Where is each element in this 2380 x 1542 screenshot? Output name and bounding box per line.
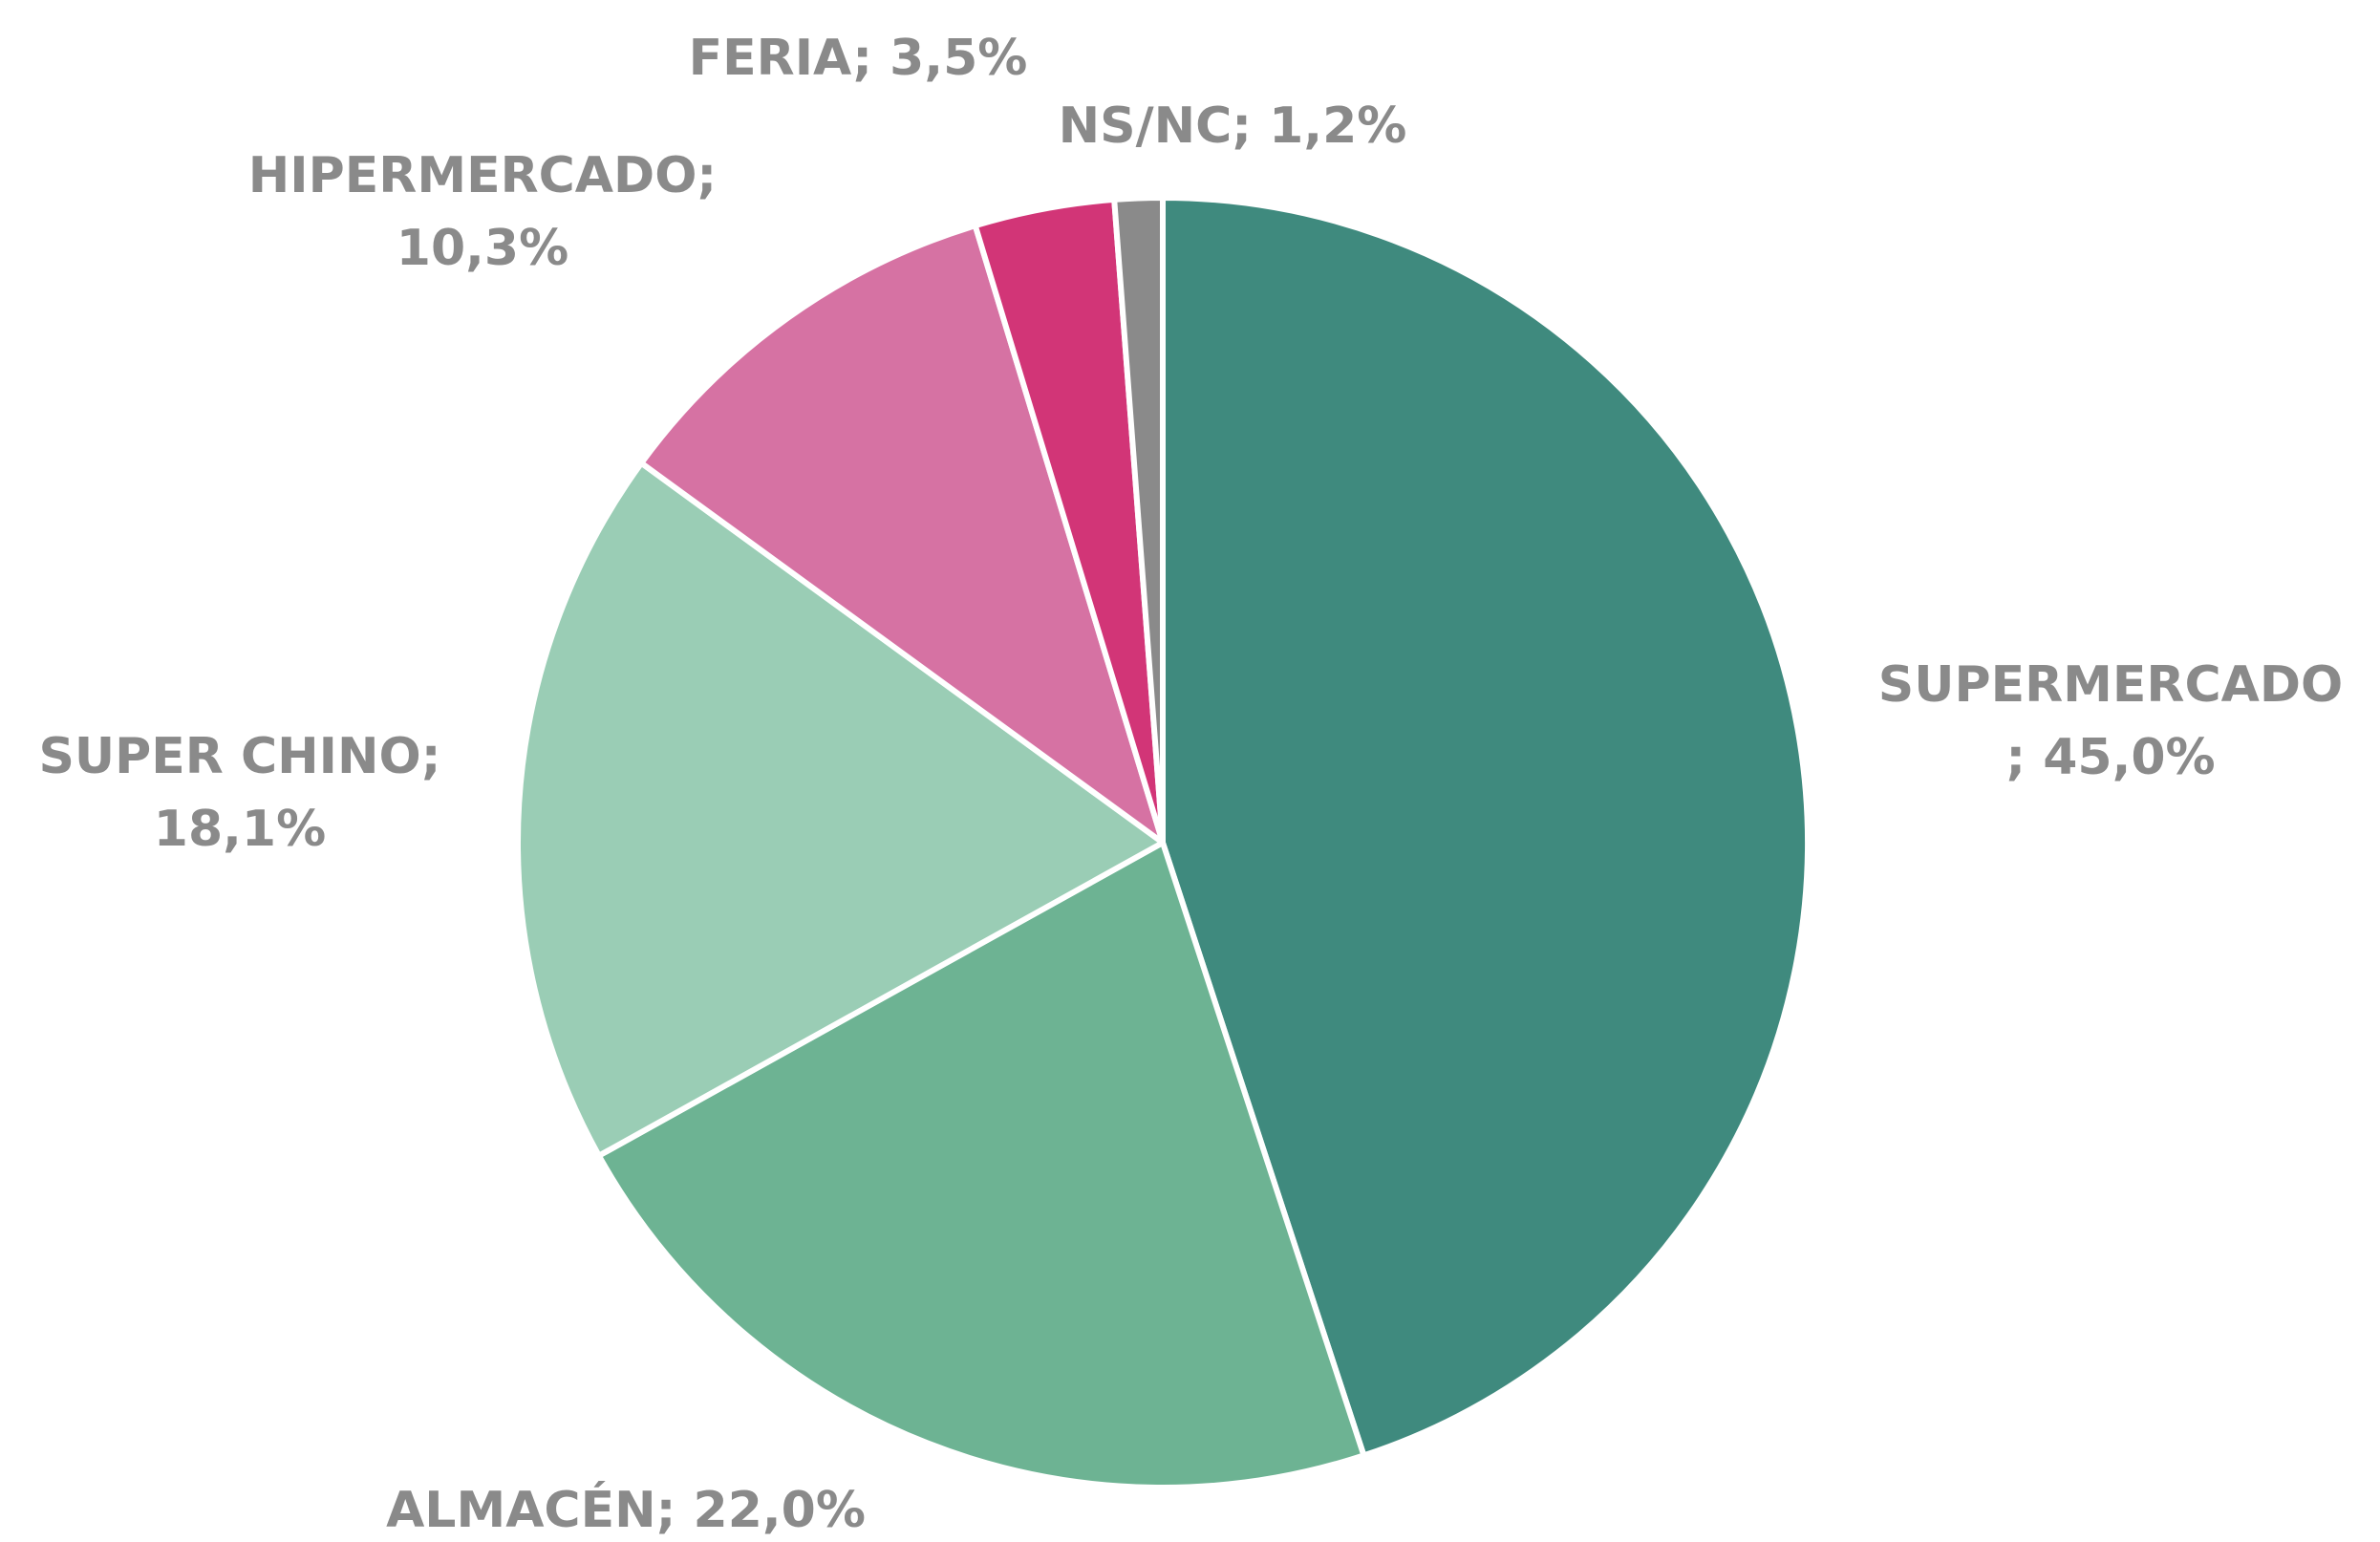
slice-label: NS/NC; 1,2% (1059, 97, 1407, 155)
pie-slice (1160, 195, 1811, 1459)
pie-slice (638, 223, 1166, 846)
slice-label: 10,3% (397, 220, 568, 277)
slice-label: SUPER CHINO; (38, 728, 440, 785)
slice-label: SUPERMERCADO (1878, 656, 2343, 714)
slice-label: HIPERMERCADO; (248, 147, 717, 204)
slice-label: ; 45,0% (2005, 729, 2215, 786)
slice-label: ALMACÉN; 22,0% (386, 1481, 866, 1539)
pie-slice (1111, 195, 1166, 846)
slice-label: FERIA; 3,5% (689, 30, 1028, 87)
pie-slice (515, 460, 1166, 1159)
pie-slice (595, 840, 1367, 1490)
slice-label: 18,1% (154, 801, 326, 858)
